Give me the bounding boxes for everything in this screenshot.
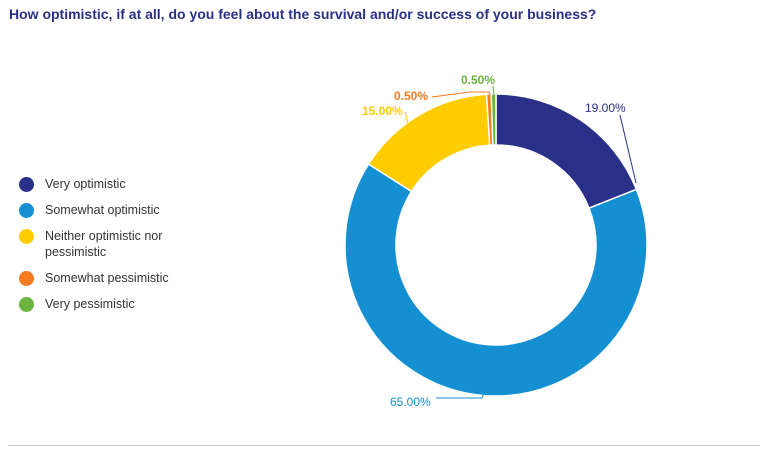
donut-slice[interactable] — [490, 93, 497, 146]
leader-line — [619, 114, 637, 184]
legend-label: Neither optimistic nor pessimistic — [45, 229, 163, 259]
data-label: 19.00% — [585, 101, 626, 115]
leader-line — [436, 392, 485, 399]
legend-item[interactable]: Very pessimistic — [19, 296, 199, 312]
data-label: 0.50% — [461, 73, 495, 87]
data-label: 0.50% — [394, 89, 428, 103]
legend: Very optimistic Somewhat optimistic Neit… — [19, 176, 199, 322]
legend-item[interactable]: Somewhat pessimistic — [19, 270, 199, 286]
leader-line — [431, 91, 491, 98]
data-label: 65.00% — [390, 395, 431, 409]
legend-swatch — [19, 297, 34, 312]
legend-item[interactable]: Neither optimistic nor pessimistic — [19, 228, 199, 260]
legend-swatch — [19, 203, 34, 218]
legend-item[interactable]: Very optimistic — [19, 176, 199, 192]
legend-label: Very optimistic — [45, 177, 126, 191]
legend-label: Somewhat optimistic — [45, 203, 160, 217]
divider — [8, 445, 760, 446]
chart-title: How optimistic, if at all, do you feel a… — [9, 6, 597, 22]
legend-swatch — [19, 177, 34, 192]
donut-slice[interactable] — [344, 163, 648, 397]
legend-label: Very pessimistic — [45, 297, 135, 311]
leader-line — [404, 111, 421, 171]
legend-item[interactable]: Somewhat optimistic — [19, 202, 199, 218]
legend-swatch — [19, 229, 34, 244]
leader-line — [492, 85, 495, 96]
legend-label: Somewhat pessimistic — [45, 271, 169, 285]
legend-swatch — [19, 271, 34, 286]
data-label: 15.00% — [362, 104, 403, 118]
